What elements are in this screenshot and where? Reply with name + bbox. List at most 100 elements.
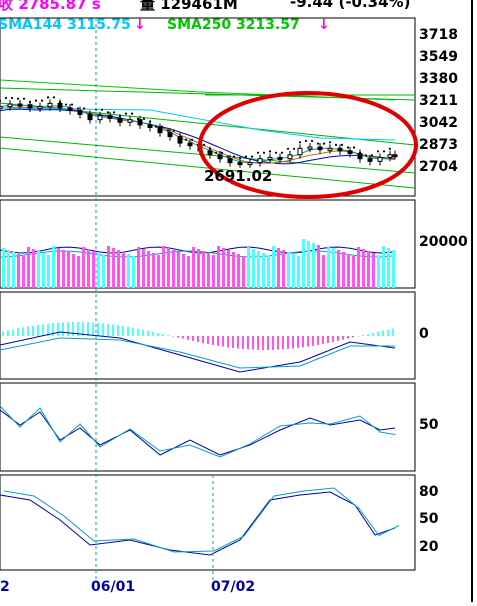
price-dot bbox=[35, 100, 37, 102]
price-dot bbox=[101, 109, 103, 111]
volume-bar bbox=[12, 252, 15, 288]
candle-body bbox=[298, 148, 302, 155]
price-dot bbox=[173, 129, 175, 131]
candle-body bbox=[393, 155, 397, 157]
candle-body bbox=[168, 133, 172, 137]
volume-bar bbox=[327, 246, 330, 288]
price-dot bbox=[137, 118, 139, 120]
price-dot bbox=[299, 141, 301, 143]
candle-body bbox=[248, 163, 252, 165]
volume-bar bbox=[287, 252, 290, 288]
volume-bar bbox=[167, 248, 170, 288]
candle-body bbox=[118, 118, 122, 122]
macd-bar bbox=[232, 336, 234, 348]
price-dot bbox=[317, 142, 319, 144]
volume-bar bbox=[77, 256, 80, 288]
volume-bar bbox=[357, 247, 360, 288]
macd-bar bbox=[252, 336, 254, 350]
volume-bar bbox=[52, 246, 55, 288]
price-dot bbox=[341, 144, 343, 146]
price-dot bbox=[113, 111, 115, 113]
macd-bar bbox=[202, 336, 204, 343]
macd-bar bbox=[327, 336, 329, 343]
volume-bar bbox=[42, 253, 45, 288]
candle-body bbox=[378, 157, 382, 161]
volume-bar bbox=[282, 250, 285, 288]
volume-bar bbox=[92, 251, 95, 288]
price-dot bbox=[221, 152, 223, 154]
volume-bar bbox=[132, 256, 135, 288]
macd-bar bbox=[247, 336, 249, 349]
macd-bar bbox=[287, 336, 289, 349]
candle-body bbox=[308, 147, 312, 149]
candle-body bbox=[238, 163, 242, 165]
candle-body bbox=[98, 116, 102, 120]
macd-bar bbox=[147, 331, 149, 336]
macd-bar bbox=[122, 326, 124, 336]
macd-bar bbox=[22, 327, 24, 336]
volume-bar bbox=[142, 249, 145, 288]
macd-bar bbox=[72, 322, 74, 336]
volume-bar bbox=[362, 249, 365, 288]
macd-bar bbox=[197, 336, 199, 342]
price-dot bbox=[383, 150, 385, 152]
volume-bar bbox=[302, 239, 305, 288]
volume-bar bbox=[122, 252, 125, 288]
volume-bar bbox=[32, 249, 35, 288]
volume-bar bbox=[112, 248, 115, 288]
price-dot bbox=[215, 152, 217, 154]
volume-label: 量 129461M bbox=[140, 0, 238, 14]
candle-body bbox=[48, 103, 52, 106]
price-dot bbox=[287, 148, 289, 150]
volume-bar bbox=[2, 248, 5, 288]
macd-bar bbox=[392, 329, 394, 336]
price-dot bbox=[89, 113, 91, 115]
price-dot bbox=[305, 140, 307, 142]
macd-bar bbox=[162, 334, 164, 336]
volume-bar bbox=[62, 250, 65, 288]
sma144-line bbox=[0, 108, 395, 140]
macd-bar bbox=[142, 330, 144, 336]
macd-bar bbox=[107, 324, 109, 336]
macd-bar bbox=[242, 336, 244, 349]
macd-bar bbox=[97, 323, 99, 336]
volume-bar bbox=[47, 255, 50, 288]
volume-bar bbox=[17, 254, 20, 288]
volume-bar bbox=[172, 250, 175, 288]
macd-tick: 0 bbox=[419, 326, 429, 342]
macd-bar bbox=[347, 336, 349, 339]
volume-bar bbox=[67, 252, 70, 288]
macd-bar bbox=[7, 330, 9, 336]
macd-bar bbox=[67, 322, 69, 336]
price-dot bbox=[347, 146, 349, 148]
macd-bar bbox=[292, 336, 294, 349]
volume-bar bbox=[277, 248, 280, 288]
x-tick: 2 bbox=[0, 579, 10, 595]
candle-body bbox=[288, 155, 292, 159]
volume-bar bbox=[317, 245, 320, 288]
macd-bar bbox=[272, 336, 274, 350]
volume-bar bbox=[217, 246, 220, 288]
volume-bar bbox=[157, 255, 160, 288]
price-dot bbox=[233, 156, 235, 158]
macd-bar bbox=[312, 336, 314, 346]
volume-bar bbox=[187, 256, 190, 288]
candle-body bbox=[128, 120, 132, 123]
volume-bar bbox=[252, 249, 255, 288]
macd-bar bbox=[117, 325, 119, 336]
price-dot bbox=[335, 144, 337, 146]
x-tick: 07/02 bbox=[211, 579, 255, 595]
macd-bar bbox=[27, 326, 29, 336]
price-dot bbox=[275, 152, 277, 154]
price-dot bbox=[143, 118, 145, 120]
macd-bar bbox=[2, 331, 4, 336]
price-dot bbox=[323, 142, 325, 144]
price-tick: 3380 bbox=[419, 71, 458, 87]
price-dot bbox=[71, 103, 73, 105]
price-dot bbox=[263, 152, 265, 154]
macd-bar bbox=[167, 335, 169, 336]
price-dot bbox=[359, 152, 361, 154]
volume-bar bbox=[127, 254, 130, 288]
macd-bar bbox=[227, 336, 229, 347]
price-dot bbox=[167, 129, 169, 131]
